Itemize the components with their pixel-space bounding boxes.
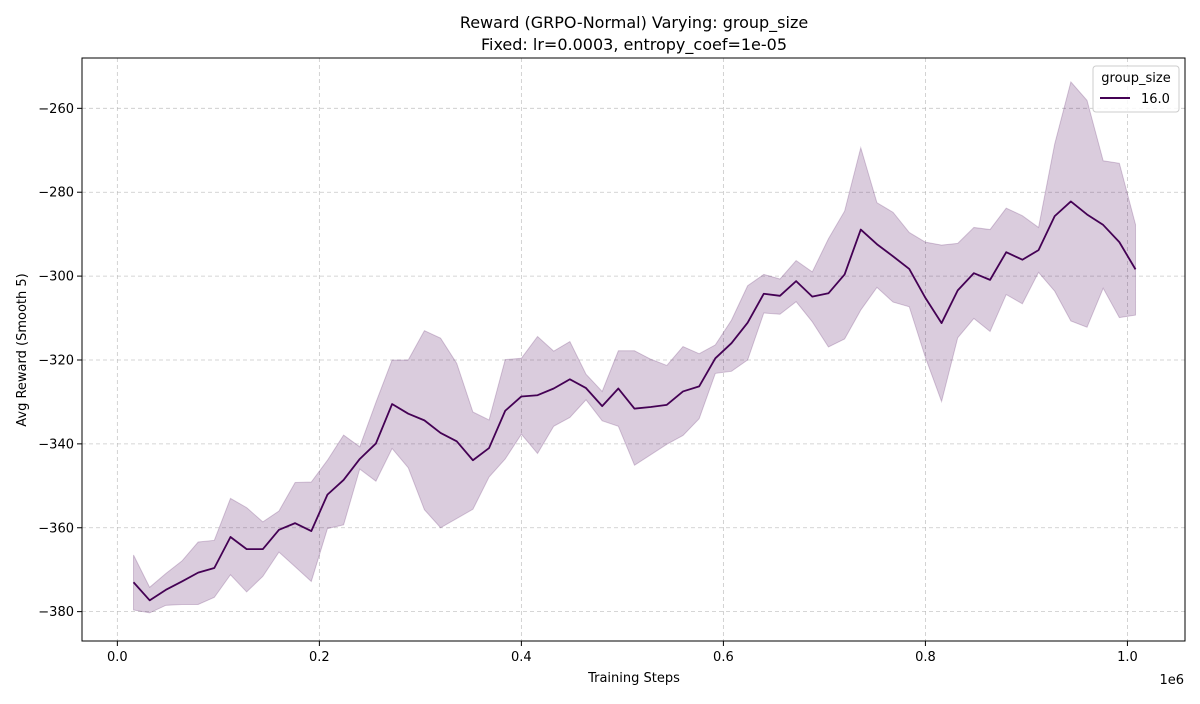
confidence-bands bbox=[133, 80, 1137, 614]
grid-lines bbox=[82, 58, 1185, 641]
series-lines bbox=[132, 200, 1137, 602]
legend-entry-label: 16.0 bbox=[1141, 92, 1170, 107]
x-tick-label: 0.4 bbox=[511, 650, 532, 665]
y-tick-label: −360 bbox=[38, 521, 74, 536]
x-tick-label: 1.0 bbox=[1117, 650, 1138, 665]
x-tick-label: 0.6 bbox=[713, 650, 734, 665]
legend: group_size 16.0 bbox=[1092, 65, 1180, 113]
series-band-0 bbox=[133, 80, 1137, 614]
chart-title: Reward (GRPO-Normal) Varying: group_size bbox=[460, 13, 808, 33]
x-axis-ticks: 0.0 0.2 0.4 0.6 0.8 1.0 bbox=[107, 641, 1138, 665]
x-axis-label: Training Steps bbox=[587, 671, 680, 686]
y-tick-label: −300 bbox=[38, 270, 74, 285]
chart-subtitle: Fixed: lr=0.0003, entropy_coef=1e-05 bbox=[481, 35, 787, 55]
x-tick-label: 0.0 bbox=[107, 650, 128, 665]
y-axis-ticks: −380 −360 −340 −320 −300 −280 −260 bbox=[38, 102, 82, 620]
x-tick-label: 0.8 bbox=[915, 650, 936, 665]
legend-box bbox=[1092, 65, 1180, 113]
y-axis-label: Avg Reward (Smooth 5) bbox=[15, 273, 30, 426]
plot-frame bbox=[81, 57, 1186, 642]
x-tick-label: 0.2 bbox=[309, 650, 330, 665]
y-tick-label: −380 bbox=[38, 605, 74, 620]
y-tick-label: −340 bbox=[38, 437, 74, 452]
y-tick-label: −280 bbox=[38, 186, 74, 201]
series-line-0 bbox=[132, 200, 1137, 602]
x-axis-offset-text: 1e6 bbox=[1159, 673, 1184, 688]
y-tick-label: −320 bbox=[38, 353, 74, 368]
legend-title: group_size bbox=[1101, 71, 1170, 86]
y-tick-label: −260 bbox=[38, 102, 74, 117]
